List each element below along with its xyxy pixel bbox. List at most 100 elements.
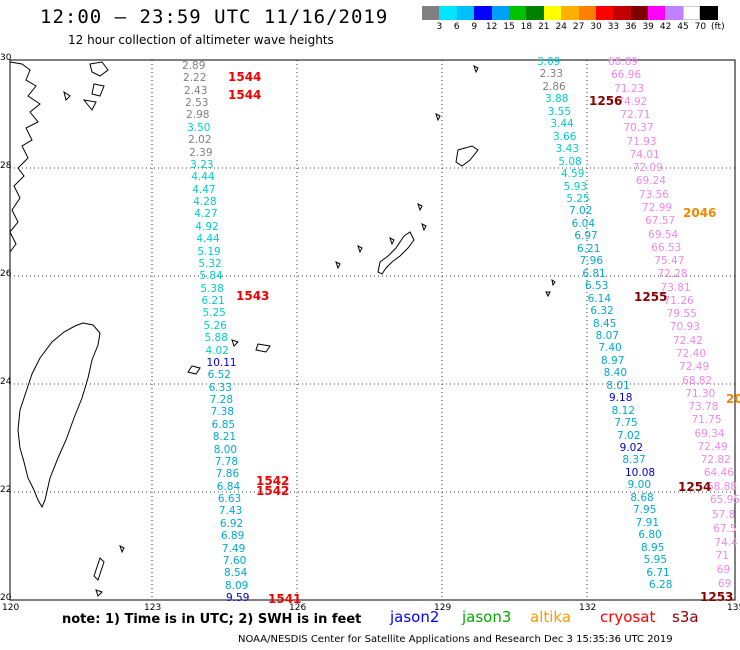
color-scale-bar bbox=[422, 6, 718, 20]
color-scale-label: 21 bbox=[538, 22, 550, 32]
wave-height-value: 5.19 bbox=[197, 245, 221, 258]
color-scale-swatch bbox=[630, 6, 649, 20]
wave-height-value: 6.92 bbox=[219, 517, 244, 530]
time-tag: 1541 bbox=[268, 592, 302, 606]
map-title: 12:00 – 23:59 UTC 11/16/2019 bbox=[40, 6, 389, 28]
wave-height-value: 65.95 bbox=[710, 494, 740, 506]
wave-height-value: 8.01 bbox=[606, 379, 630, 392]
longitude-label: 132 bbox=[579, 603, 597, 613]
wave-height-value: 2.22 bbox=[183, 72, 207, 85]
time-tag: 1542 bbox=[256, 474, 290, 488]
taiwan-coast bbox=[17, 322, 101, 509]
wave-height-value: 5.32 bbox=[198, 257, 222, 270]
wave-height-value: 6.04 bbox=[571, 217, 596, 230]
color-scale-label: 45 bbox=[677, 22, 689, 32]
wave-height-value: 9.00 bbox=[627, 479, 652, 492]
color-scale-swatch bbox=[648, 6, 666, 20]
wave-height-value: 3.88 bbox=[545, 93, 569, 106]
latitude-label: 22 bbox=[0, 485, 12, 495]
wave-height-value: 5.08 bbox=[558, 155, 582, 168]
time-tag: 1253 bbox=[700, 590, 734, 604]
wave-height-value: 6.14 bbox=[587, 292, 612, 305]
wave-height-value: 7.28 bbox=[209, 394, 234, 407]
wave-height-value: 4.92 bbox=[195, 220, 219, 233]
wave-height-value: 71 bbox=[715, 550, 729, 563]
wave-height-value: 72.28 bbox=[657, 268, 688, 281]
wave-height-value: 8.00 bbox=[213, 443, 238, 456]
time-tag: 1255 bbox=[634, 290, 668, 304]
satellite-legend-s3a: s3a bbox=[672, 608, 699, 626]
wave-height-value: 7.78 bbox=[214, 455, 239, 468]
color-scale-swatch bbox=[508, 6, 527, 20]
wave-height-value: 6.81 bbox=[582, 267, 606, 280]
wave-height-value: 7.38 bbox=[210, 406, 235, 419]
wave-height-value: 2.53 bbox=[185, 97, 209, 110]
wave-height-value: 6.33 bbox=[208, 381, 232, 394]
wave-height-value: 3.43 bbox=[555, 143, 580, 156]
wave-height-value: 5.38 bbox=[200, 282, 224, 295]
wave-height-value: 7.91 bbox=[635, 516, 660, 529]
time-tag: 1254 bbox=[678, 480, 712, 494]
wave-height-value: 74.4 bbox=[714, 536, 738, 549]
time-tag: 1544 bbox=[228, 88, 262, 102]
wave-height-value: 70.93 bbox=[669, 321, 700, 334]
wave-height-value: 6.52 bbox=[207, 369, 231, 382]
color-scale-label: 39 bbox=[642, 22, 654, 32]
wave-height-value: 73.81 bbox=[660, 281, 691, 294]
color-scale-swatch bbox=[595, 6, 614, 20]
latitude-label: 20 bbox=[0, 593, 12, 603]
wave-height-value: 10.11 bbox=[206, 356, 237, 369]
wave-height-value: 8.97 bbox=[601, 354, 625, 367]
wave-height-value: 57.8 bbox=[712, 509, 736, 521]
satellite-legend-jason3: jason3 bbox=[462, 608, 512, 626]
longitude-label: 129 bbox=[434, 603, 452, 613]
wave-height-value: 6.32 bbox=[590, 305, 614, 318]
grid-lines bbox=[10, 60, 735, 600]
amami-island bbox=[455, 145, 479, 167]
wave-height-value: 72.40 bbox=[676, 348, 707, 360]
wave-height-value: 75.47 bbox=[654, 255, 685, 268]
color-scale-swatch bbox=[526, 6, 544, 20]
wave-height-value: 10.08 bbox=[625, 466, 656, 479]
wave-height-value: 6.21 bbox=[201, 295, 225, 308]
footer-credit: NOAA/NESDIS Center for Satellite Applica… bbox=[238, 634, 673, 645]
color-scale-label: 36 bbox=[625, 22, 637, 32]
wave-height-value: 4.44 bbox=[191, 171, 215, 184]
wave-height-value: 2.02 bbox=[188, 134, 212, 147]
wave-height-value: 6.71 bbox=[646, 566, 670, 579]
color-scale-label: 33 bbox=[607, 22, 620, 32]
color-scale-label: 12 bbox=[485, 22, 498, 32]
satellite-legend-altika: altika bbox=[530, 608, 572, 626]
wave-height-value: 71.26 bbox=[663, 294, 694, 307]
wave-height-value: 68.88 bbox=[706, 480, 737, 493]
color-scale-swatch bbox=[456, 6, 475, 20]
wave-height-value: 4.02 bbox=[205, 344, 229, 357]
color-scale-labels: 3 6 9 12 15 18 21 24 27 30 33 36 39 42 45 70 (ft) bbox=[422, 22, 740, 34]
wave-height-value: 6.97 bbox=[574, 230, 598, 243]
wave-height-value: 7.02 bbox=[617, 429, 641, 442]
wave-height-value: 2.86 bbox=[542, 80, 566, 93]
wave-height-value: 64.46 bbox=[703, 467, 734, 480]
wave-height-value: 6.53 bbox=[585, 280, 609, 293]
latitude-label: 26 bbox=[0, 269, 12, 279]
latitude-label: 30 bbox=[0, 53, 12, 63]
wave-height-value: 7.43 bbox=[218, 505, 243, 518]
wave-height-value: 3.55 bbox=[547, 105, 572, 118]
color-scale-label: 24 bbox=[555, 22, 567, 32]
latitude-label: 28 bbox=[0, 161, 12, 171]
wave-height-value: 67.5 bbox=[713, 522, 737, 535]
wave-height-value: 3.09 bbox=[537, 56, 561, 68]
wave-height-value: 5.84 bbox=[199, 270, 223, 283]
wave-height-value: 4.44 bbox=[196, 233, 220, 246]
wave-height-value: 9.18 bbox=[609, 392, 633, 405]
time-tag: 1544 bbox=[228, 70, 262, 84]
wave-height-value: 3.44 bbox=[550, 118, 574, 131]
wave-height-value: 5.25 bbox=[202, 307, 226, 320]
wave-height-value: 66.96 bbox=[611, 69, 642, 82]
wave-height-value: 74.01 bbox=[629, 148, 660, 161]
longitude-label: 126 bbox=[289, 603, 307, 613]
longitude-label: 135 bbox=[727, 603, 740, 613]
wave-height-value: 6.63 bbox=[217, 493, 242, 506]
wave-height-value: 7.40 bbox=[598, 342, 622, 355]
wave-height-value: 69.54 bbox=[648, 228, 679, 241]
